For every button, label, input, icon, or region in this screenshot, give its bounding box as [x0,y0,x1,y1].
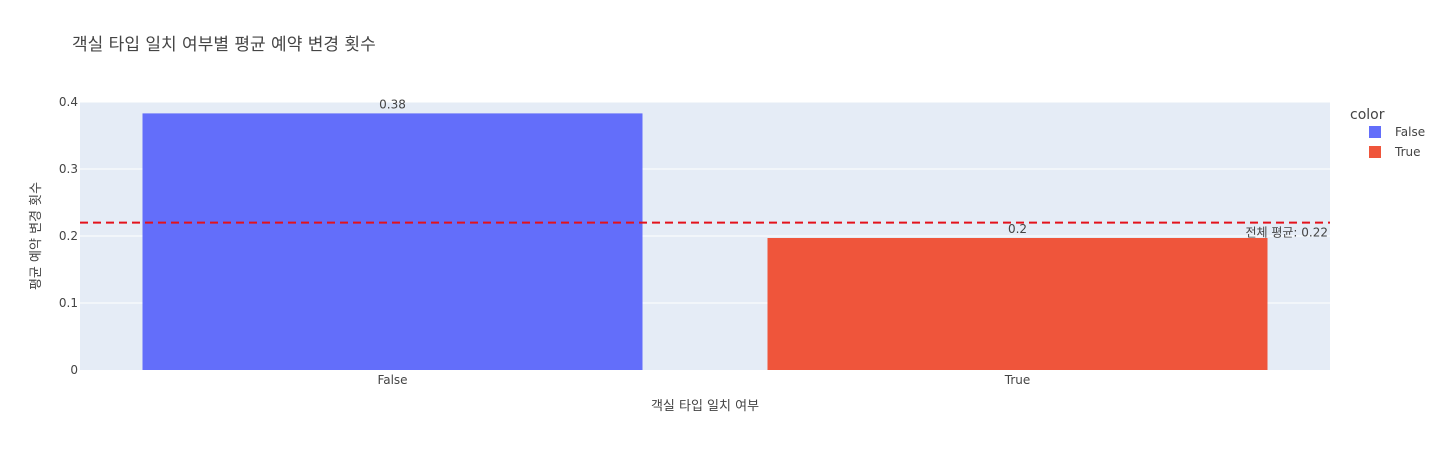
y-tick-label: 0.4 [59,95,78,109]
y-tick-label: 0.3 [59,162,78,176]
legend-swatch-false [1369,126,1381,138]
x-axis-title: 객실 타입 일치 여부 [651,399,759,414]
y-tick-label: 0.2 [59,229,78,243]
legend-title: color [1350,107,1385,123]
y-axis-title: 평균 예약 변경 횟수 [29,182,44,290]
chart-title: 객실 타입 일치 여부별 평균 예약 변경 횟수 [72,35,376,55]
y-tick-label: 0 [70,363,78,377]
legend-label-true: True [1394,145,1421,159]
legend-label-false: False [1395,125,1425,139]
y-axis-ticks: 0 0.1 0.2 0.3 0.4 [59,95,78,377]
bars [142,113,1268,370]
x-axis-ticks: False True [377,373,1030,387]
data-labels: 0.38 0.2 [379,97,1027,236]
y-tick-label: 0.1 [59,296,78,310]
bar-true [767,238,1268,370]
legend-swatch-true [1369,146,1381,158]
x-tick-label: True [1004,373,1031,387]
legend: color False True [1350,107,1425,159]
x-tick-label: False [377,373,407,387]
data-label-true: 0.2 [1008,222,1027,236]
bar-false [142,113,643,370]
average-annotation: 전체 평균: 0.22 [1245,226,1328,240]
data-label-false: 0.38 [379,97,406,111]
